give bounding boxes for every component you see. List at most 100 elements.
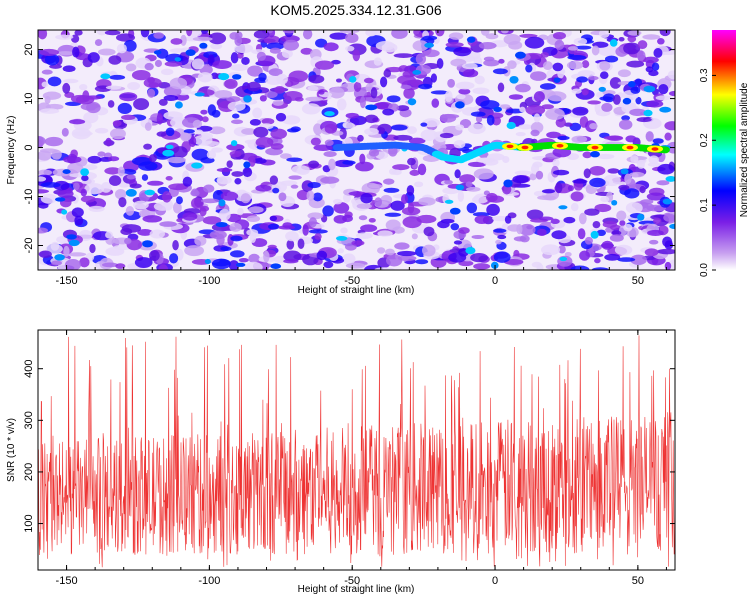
noise-blob (616, 210, 627, 221)
noise-blob (602, 93, 615, 103)
noise-blob (529, 173, 537, 181)
noise-blob (230, 250, 245, 258)
noise-hot-spot (61, 209, 68, 215)
noise-blob (581, 60, 590, 69)
noise-blob (345, 262, 366, 269)
noise-blob (270, 128, 287, 140)
noise-blob (228, 260, 240, 270)
noise-blob (646, 204, 667, 212)
noise-blob (81, 175, 89, 182)
noise-blob (545, 108, 565, 120)
noise-blob (143, 143, 152, 150)
noise-blob (127, 82, 141, 90)
noise-blob (546, 131, 561, 139)
noise-blob (154, 59, 162, 68)
noise-blob (230, 52, 239, 64)
noise-blob (576, 76, 588, 83)
noise-hot-spot (455, 101, 465, 109)
noise-blob (169, 253, 179, 264)
noise-blob (570, 202, 579, 212)
noise-blob (592, 220, 601, 229)
noise-blob (625, 202, 643, 214)
noise-blob (368, 148, 380, 157)
noise-blob (459, 174, 476, 184)
noise-blob (283, 250, 302, 262)
noise-blob (146, 180, 164, 186)
noise-blob (167, 156, 186, 164)
noise-blob (618, 36, 625, 42)
noise-blob (310, 137, 321, 146)
noise-blob (601, 240, 614, 250)
noise-blob (519, 235, 530, 243)
noise-blob (40, 181, 61, 188)
noise-blob (88, 205, 105, 212)
noise-blob (282, 30, 296, 34)
noise-blob (112, 120, 122, 127)
noise-blob (307, 181, 321, 189)
noise-blob (407, 157, 416, 166)
noise-blob (447, 78, 455, 88)
noise-hot-spot (191, 162, 203, 169)
noise-blob (486, 192, 498, 203)
noise-hot-spot (270, 263, 282, 270)
noise-blob (302, 30, 313, 40)
noise-blob (508, 94, 524, 100)
noise-blob (444, 90, 453, 103)
noise-blob (390, 200, 405, 211)
noise-blob (583, 168, 591, 179)
noise-blob (329, 87, 345, 99)
noise-blob (541, 104, 554, 110)
noise-blob (275, 112, 287, 122)
noise-blob (105, 247, 125, 256)
noise-blob (226, 160, 233, 168)
noise-blob (657, 38, 665, 45)
noise-blob (252, 107, 263, 119)
noise-blob (360, 224, 378, 232)
noise-blob (200, 198, 220, 204)
noise-blob (557, 135, 570, 141)
noise-blob (211, 258, 231, 270)
noise-blob (224, 78, 238, 89)
noise-blob (45, 244, 63, 254)
y-tick-label: 300 (23, 411, 35, 429)
noise-blob (430, 73, 437, 83)
noise-blob (163, 95, 179, 101)
noise-blob (201, 30, 209, 34)
noise-blob (286, 157, 303, 162)
noise-blob (535, 170, 544, 180)
noise-blob (255, 184, 272, 192)
noise-blob (656, 180, 670, 186)
noise-blob (87, 155, 102, 164)
x-tick-label: 0 (492, 575, 498, 587)
noise-blob (265, 147, 283, 156)
noise-blob (105, 85, 122, 90)
noise-blob (191, 188, 199, 196)
noise-blob (133, 98, 150, 111)
noise-blob (662, 236, 673, 248)
noise-blob (558, 245, 566, 254)
x-tick-label: -150 (56, 575, 78, 587)
noise-blob (281, 115, 301, 125)
noise-hot-spot (590, 151, 600, 158)
noise-blob (269, 47, 281, 54)
noise-blob (291, 165, 310, 174)
noise-blob (599, 71, 609, 80)
noise-blob (105, 137, 112, 147)
noise-blob (312, 192, 323, 202)
noise-blob (596, 153, 615, 160)
noise-blob (165, 127, 175, 137)
noise-blob (69, 119, 86, 125)
noise-blob (218, 208, 231, 221)
noise-blob (483, 56, 495, 62)
noise-blob (391, 169, 402, 176)
noise-blob (541, 189, 556, 194)
noise-blob (667, 70, 675, 80)
noise-blob (471, 195, 489, 204)
noise-blob (80, 195, 96, 203)
noise-blob (246, 215, 261, 223)
noise-blob (382, 108, 395, 116)
noise-blob (551, 230, 567, 240)
noise-blob (220, 191, 239, 201)
noise-blob (182, 212, 198, 221)
noise-blob (249, 119, 261, 126)
